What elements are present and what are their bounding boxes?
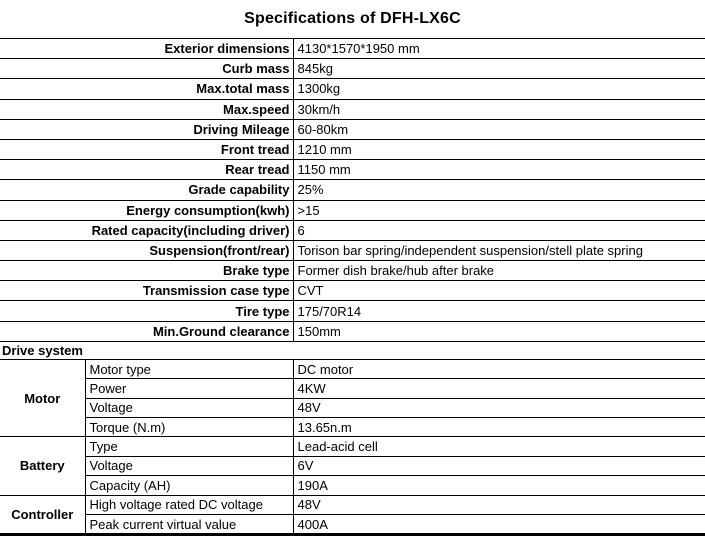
group-label-battery: Battery bbox=[0, 436, 86, 496]
drive-system-section-header: Drive system bbox=[0, 342, 705, 360]
table-row: Peak current virtual value 400A bbox=[0, 514, 705, 536]
drive-prop-value: 13.65n.m bbox=[293, 417, 705, 438]
spec-value: 150mm bbox=[293, 321, 705, 342]
drive-prop-label: Capacity (AH) bbox=[85, 475, 294, 496]
table-row: Motor Motor type DC motor bbox=[0, 359, 705, 438]
spec-label: Transmission case type bbox=[0, 280, 294, 302]
drive-prop-label: Voltage bbox=[85, 456, 294, 477]
drive-prop-value: 48V bbox=[293, 398, 705, 418]
spec-label: Exterior dimensions bbox=[0, 38, 294, 60]
drive-prop-label: High voltage rated DC voltage bbox=[85, 495, 294, 515]
spec-value: 4130*1570*1950 mm bbox=[293, 38, 705, 60]
drive-prop-label: Peak current virtual value bbox=[85, 514, 294, 536]
table-row: Max.speed 30km/h bbox=[0, 99, 705, 120]
spec-label: Curb mass bbox=[0, 58, 294, 80]
table-row: Driving Mileage 60-80km bbox=[0, 119, 705, 140]
spec-value: 6 bbox=[293, 220, 705, 241]
spec-label: Front tread bbox=[0, 139, 294, 161]
table-row: Energy consumption(kwh) >15 bbox=[0, 200, 705, 221]
drive-prop-label: Type bbox=[85, 436, 294, 457]
table-row: Power 4KW bbox=[0, 378, 705, 399]
drive-prop-value: 4KW bbox=[293, 378, 705, 399]
spec-value: 845kg bbox=[293, 58, 705, 80]
spec-value: Torison bar spring/independent suspensio… bbox=[293, 240, 705, 262]
group-label-controller: Controller bbox=[0, 495, 86, 536]
table-row: Rated capacity(including driver) 6 bbox=[0, 220, 705, 241]
spec-value: >15 bbox=[293, 200, 705, 221]
group-label-motor: Motor bbox=[0, 359, 86, 438]
table-row: Torque (N.m) 13.65n.m bbox=[0, 417, 705, 438]
table-row: Tire type 175/70R14 bbox=[0, 300, 705, 322]
spec-value: Former dish brake/hub after brake bbox=[293, 260, 705, 282]
drive-system-table: Motor Motor type DC motor Power 4KW Volt… bbox=[0, 359, 705, 537]
drive-prop-label: Torque (N.m) bbox=[85, 417, 294, 438]
drive-prop-value: Lead-acid cell bbox=[293, 436, 705, 457]
spec-value: 1210 mm bbox=[293, 139, 705, 161]
spec-label: Driving Mileage bbox=[0, 119, 294, 140]
spec-value: 1300kg bbox=[293, 78, 705, 100]
drive-prop-value: DC motor bbox=[293, 359, 705, 380]
drive-prop-value: 400A bbox=[293, 514, 705, 536]
table-row: Capacity (AH) 190A bbox=[0, 475, 705, 496]
spec-value: 1150 mm bbox=[293, 159, 705, 181]
drive-prop-label: Power bbox=[85, 378, 294, 399]
table-row: Curb mass 845kg bbox=[0, 58, 705, 80]
spec-value: 175/70R14 bbox=[293, 300, 705, 322]
table-row: Controller High voltage rated DC voltage… bbox=[0, 495, 705, 536]
page-title: Specifications of DFH-LX6C bbox=[244, 10, 461, 27]
drive-prop-value: 6V bbox=[293, 456, 705, 477]
spec-label: Max.total mass bbox=[0, 78, 294, 100]
drive-prop-label: Motor type bbox=[85, 359, 294, 380]
table-row: Max.total mass 1300kg bbox=[0, 78, 705, 100]
spec-value: 25% bbox=[293, 179, 705, 201]
drive-prop-value: 48V bbox=[293, 495, 705, 515]
spec-label: Brake type bbox=[0, 260, 294, 282]
spec-label: Rear tread bbox=[0, 159, 294, 181]
spec-value: 60-80km bbox=[293, 119, 705, 140]
table-row: Min.Ground clearance 150mm bbox=[0, 321, 705, 342]
table-row: Rear tread 1150 mm bbox=[0, 159, 705, 181]
drive-prop-value: 190A bbox=[293, 475, 705, 496]
table-row: Brake type Former dish brake/hub after b… bbox=[0, 260, 705, 282]
table-row: Suspension(front/rear) Torison bar sprin… bbox=[0, 240, 705, 262]
spec-label: Max.speed bbox=[0, 99, 294, 120]
drive-prop-label: Voltage bbox=[85, 398, 294, 418]
spec-label: Tire type bbox=[0, 300, 294, 322]
table-row: Exterior dimensions 4130*1570*1950 mm bbox=[0, 38, 705, 60]
general-spec-table: Exterior dimensions 4130*1570*1950 mm Cu… bbox=[0, 38, 705, 342]
spec-label: Energy consumption(kwh) bbox=[0, 200, 294, 221]
table-row: Front tread 1210 mm bbox=[0, 139, 705, 161]
spec-label: Suspension(front/rear) bbox=[0, 240, 294, 262]
table-row: Voltage 48V bbox=[0, 398, 705, 418]
spec-value: 30km/h bbox=[293, 99, 705, 120]
spec-label: Min.Ground clearance bbox=[0, 321, 294, 342]
spec-value: CVT bbox=[293, 280, 705, 302]
table-row: Battery Type Lead-acid cell bbox=[0, 436, 705, 496]
spec-label: Grade capability bbox=[0, 179, 294, 201]
table-row: Grade capability 25% bbox=[0, 179, 705, 201]
spec-label: Rated capacity(including driver) bbox=[0, 220, 294, 241]
table-row: Voltage 6V bbox=[0, 456, 705, 477]
table-row: Transmission case type CVT bbox=[0, 280, 705, 302]
